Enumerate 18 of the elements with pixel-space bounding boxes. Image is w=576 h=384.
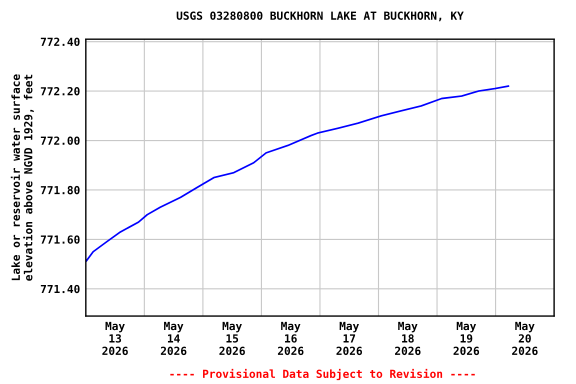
y-tick-label: 771.80 — [40, 186, 80, 194]
y-tick-label: 771.40 — [40, 284, 80, 294]
x-tick-label: May 18 2026 — [395, 322, 421, 356]
y-tick-label: 772.20 — [40, 87, 80, 96]
x-tick-label: May 16 2026 — [278, 322, 304, 356]
x-tick-label: May 17 2026 — [336, 322, 362, 356]
x-tick-label: May 20 2026 — [512, 322, 538, 356]
chart-title: USGS 03280800 BUCKHORN LAKE AT BUCKHORN, KY — [176, 11, 464, 22]
line-series — [86, 85, 510, 262]
x-tick-label: May 15 2026 — [219, 322, 245, 356]
x-tick-label: May 19 2026 — [454, 322, 480, 356]
y-axis-title: Lake or reservoir water surface elevation above NGVD 1929, feet — [10, 74, 34, 281]
text: ---- Provisional Data Subject to Revision ---- — [170, 368, 475, 380]
x-tick-label: May 14 2026 — [160, 322, 186, 356]
y-tick-label: 772.40 — [40, 38, 80, 46]
y-tick-label: 772.00 — [40, 136, 80, 145]
y-tick-label: 771.60 — [40, 235, 80, 244]
x-tick-label: May 13 2026 — [102, 322, 128, 356]
